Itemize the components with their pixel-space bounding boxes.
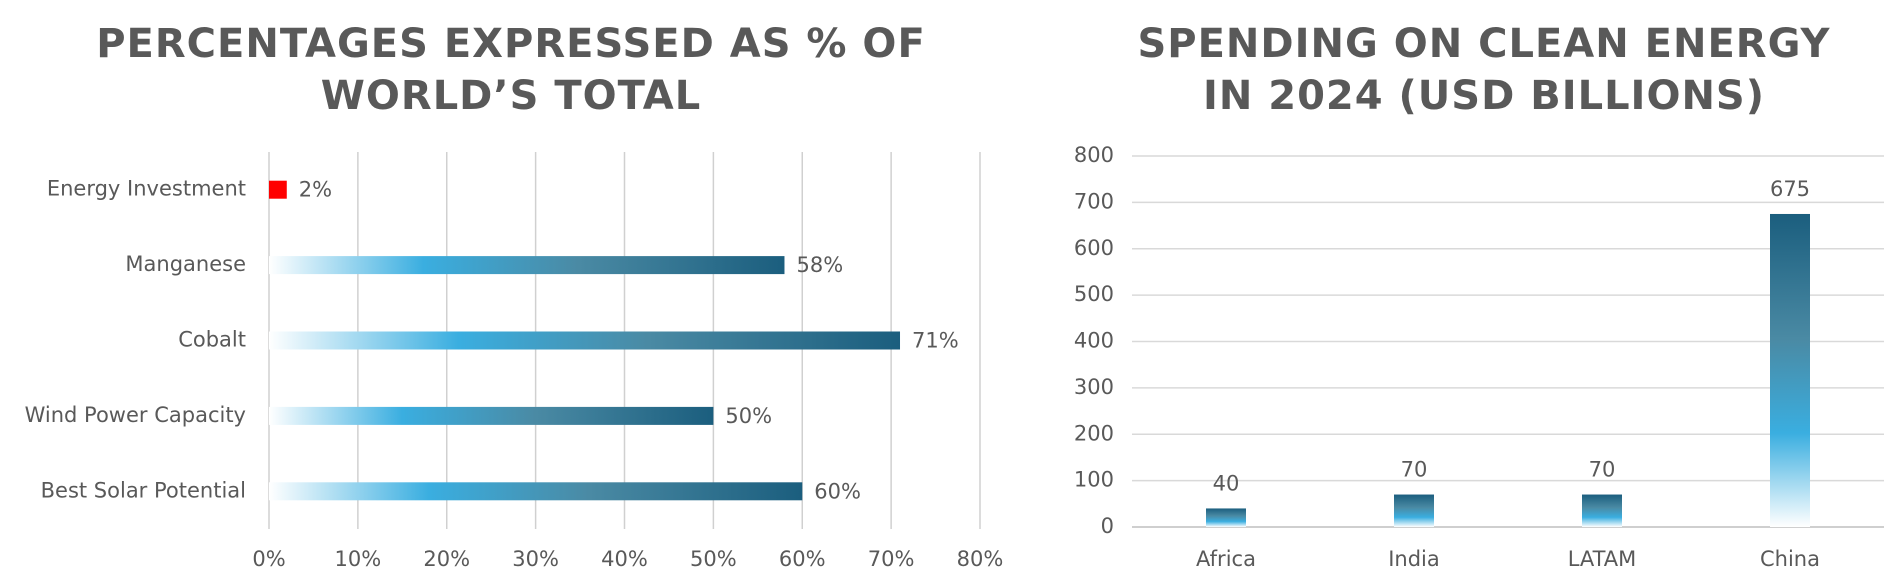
x-tick-label: 50%	[690, 547, 737, 571]
y-tick-label: 800	[1074, 143, 1114, 167]
x-tick-label: 80%	[957, 547, 1004, 571]
bar	[1394, 494, 1434, 527]
x-tick-label: India	[1388, 547, 1440, 571]
data-label: 2%	[299, 178, 332, 202]
y-tick-label: 500	[1074, 282, 1114, 306]
x-tick-label: 70%	[868, 547, 915, 571]
y-tick-label: 200	[1074, 421, 1114, 445]
y-tick-label: Wind Power Capacity	[25, 403, 246, 427]
data-label: 60%	[814, 479, 861, 503]
x-tick-label: 60%	[779, 547, 826, 571]
y-tick-label: 700	[1074, 189, 1114, 213]
x-tick-label: Africa	[1196, 547, 1256, 571]
bar	[269, 180, 287, 199]
data-label: 675	[1770, 177, 1810, 201]
data-label: 71%	[912, 329, 959, 353]
y-tick-label: Best Solar Potential	[41, 478, 246, 502]
chart-title: SPENDING ON CLEAN ENERGY IN 2024 (USD BI…	[1137, 21, 1831, 119]
x-tick-label: 0%	[252, 547, 285, 571]
bar	[269, 331, 901, 350]
bar	[1582, 494, 1622, 527]
x-tick-label: 40%	[601, 547, 648, 571]
bar	[1206, 508, 1246, 527]
y-tick-label: 400	[1074, 329, 1114, 353]
x-tick-label: LATAM	[1568, 547, 1637, 571]
bar	[269, 482, 803, 501]
data-label: 70	[1401, 458, 1428, 482]
y-tick-label: 300	[1074, 375, 1114, 399]
bar	[269, 256, 785, 275]
x-tick-label: 30%	[512, 547, 559, 571]
data-label: 40	[1213, 471, 1240, 495]
y-tick-label: 600	[1074, 236, 1114, 260]
y-tick-label: Cobalt	[178, 328, 246, 352]
y-tick-label: Manganese	[125, 252, 246, 276]
y-tick-label: Energy Investment	[47, 177, 246, 201]
data-label: 70	[1589, 458, 1616, 482]
bar	[1770, 213, 1810, 527]
y-tick-label: 100	[1074, 468, 1114, 492]
chart-title: PERCENTAGES EXPRESSED AS % OF WORLD’S TO…	[96, 21, 926, 119]
x-tick-label: 20%	[423, 547, 470, 571]
data-label: 58%	[796, 253, 843, 277]
x-tick-label: 10%	[335, 547, 382, 571]
data-label: 50%	[725, 404, 772, 428]
x-tick-label: China	[1760, 547, 1820, 571]
bar	[269, 406, 714, 425]
y-tick-label: 0	[1101, 514, 1114, 538]
